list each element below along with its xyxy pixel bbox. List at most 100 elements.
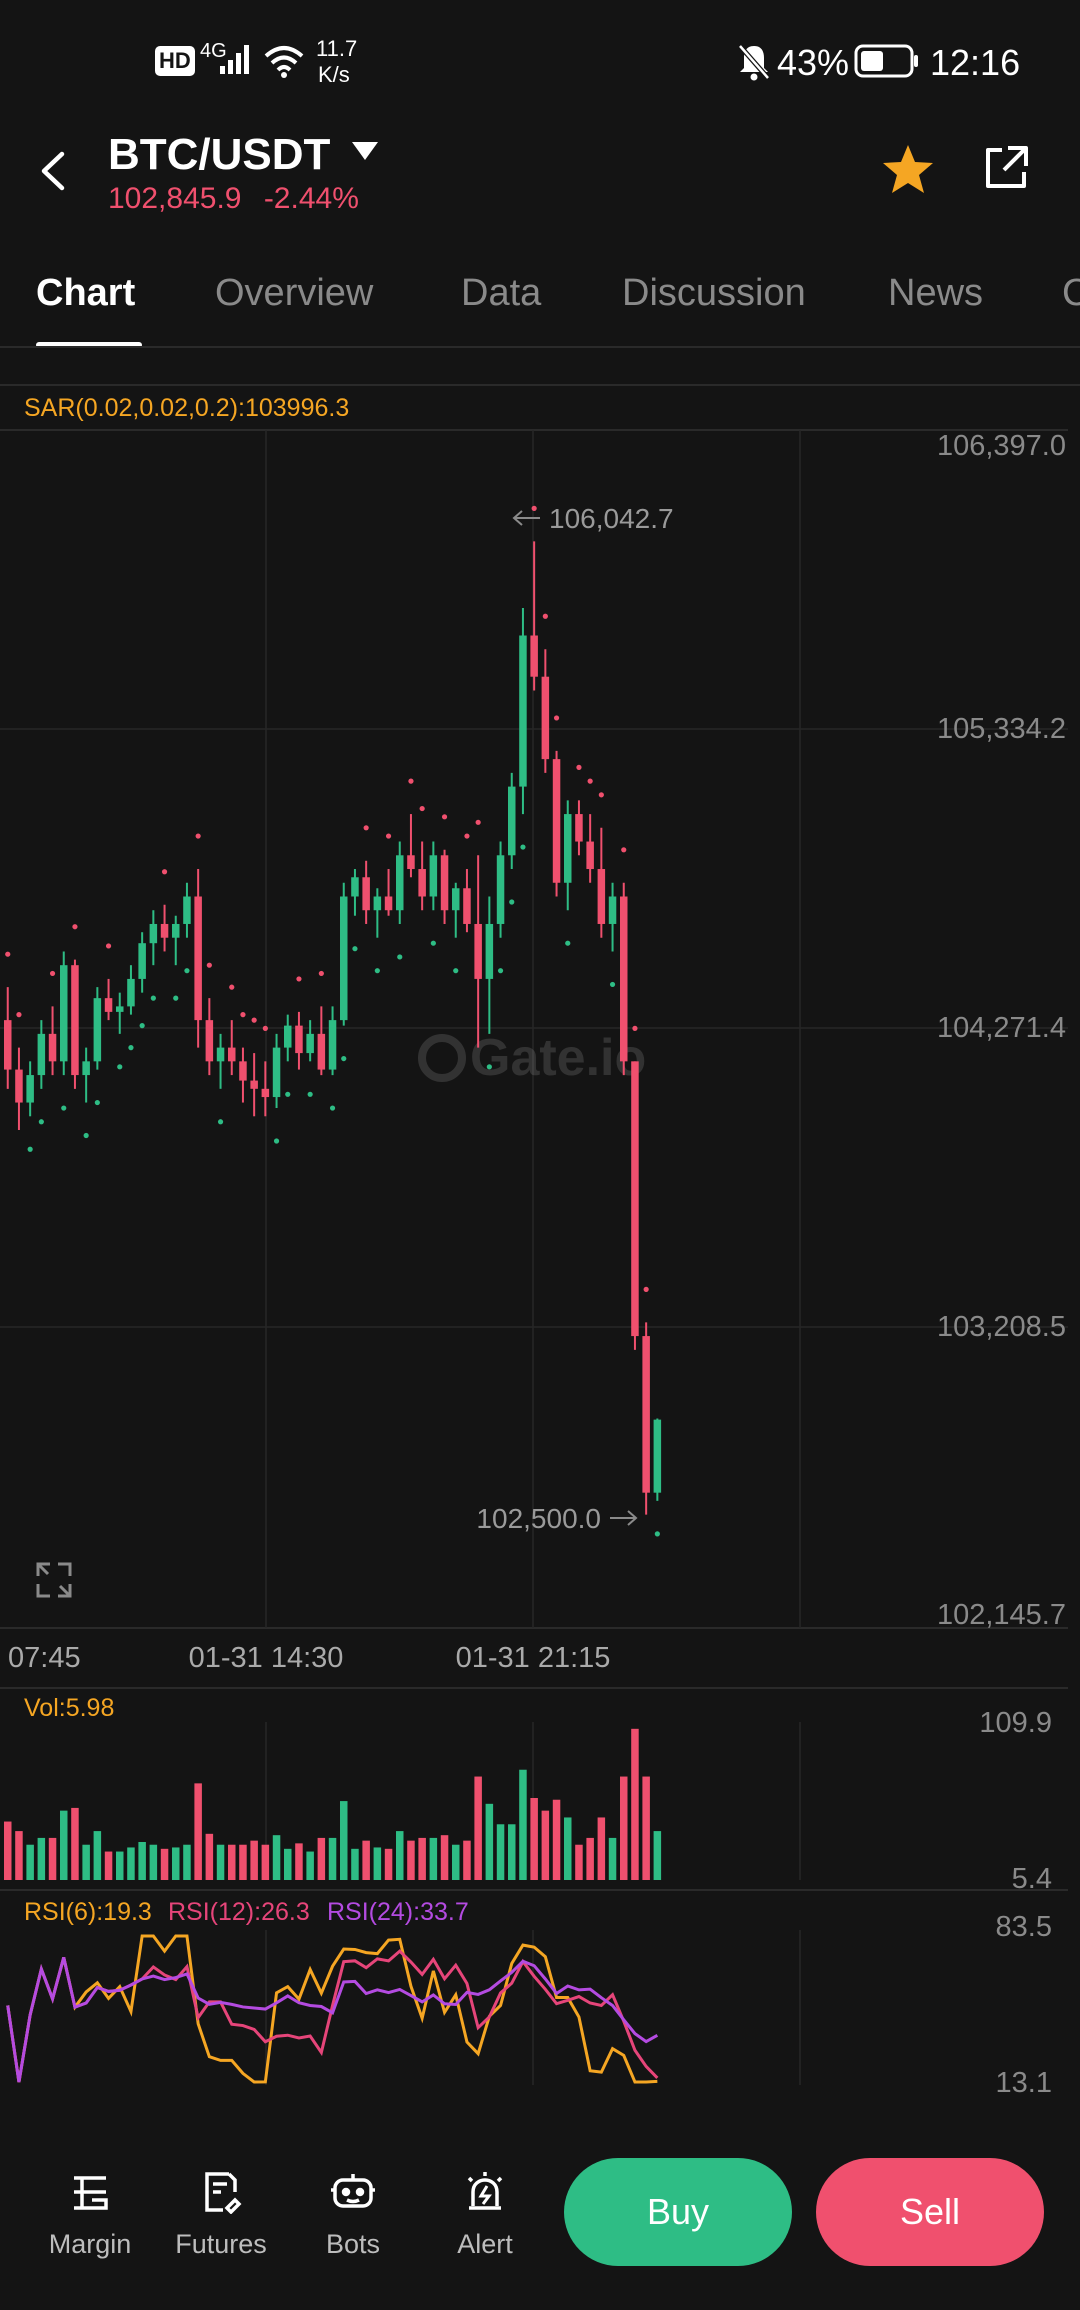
candle-body	[552, 759, 561, 883]
tab-divider	[0, 346, 1080, 348]
candle-body	[250, 1080, 258, 1089]
candle-body	[508, 786, 516, 856]
tab-news[interactable]: News	[888, 272, 984, 314]
candle-body	[597, 869, 606, 924]
nav-bots[interactable]: Bots	[298, 2170, 408, 2260]
volume-bar	[485, 1803, 494, 1880]
sar-dot	[49, 970, 56, 977]
volume-bar	[642, 1776, 650, 1880]
volume-bar	[261, 1844, 270, 1880]
svg-text:106,042.7: 106,042.7	[549, 503, 674, 534]
price-axis-label: 104,271.4	[937, 1012, 1066, 1044]
volume-bar	[295, 1843, 303, 1880]
tab-discussion[interactable]: Discussion	[622, 272, 806, 314]
tab-overview[interactable]: Overview	[215, 272, 374, 314]
price-axis-label: 105,334.2	[937, 713, 1066, 745]
back-arrow-icon[interactable]	[34, 146, 74, 196]
sar-dot	[229, 984, 235, 990]
volume-bar	[71, 1807, 79, 1880]
volume-bar	[160, 1848, 169, 1880]
nav-alert[interactable]: Alert	[430, 2170, 540, 2260]
net-speed-value: 11.7	[316, 36, 358, 61]
candle-body	[608, 896, 617, 924]
bottom-action-bar: Margin Futures Bots Alert Buy Sell	[0, 2130, 1080, 2310]
candle-body	[530, 635, 538, 677]
sar-dot	[161, 869, 168, 875]
sar-dot	[654, 1531, 660, 1537]
sar-dot	[72, 924, 78, 930]
sar-dot	[408, 778, 414, 784]
volume-bar	[620, 1776, 628, 1880]
svg-text:Gate.io: Gate.io	[470, 1029, 646, 1087]
battery-percent: 43%	[777, 42, 850, 83]
fullscreen-expand-icon[interactable]	[36, 1562, 72, 1598]
rsi24-line	[6, 1957, 659, 2083]
volume-label: Vol:5.98	[24, 1694, 114, 1722]
candle-body	[127, 978, 135, 1007]
candle-body	[104, 998, 113, 1012]
candle-body	[71, 965, 79, 1076]
candle-body	[429, 855, 438, 897]
volume-bar	[463, 1840, 471, 1880]
nav-alert-label: Alert	[457, 2229, 513, 2259]
candle-body	[205, 1020, 214, 1062]
sar-dot	[352, 946, 358, 952]
tab-more[interactable]: C	[1062, 272, 1080, 314]
rsi6-label: RSI(6):19.3	[24, 1898, 152, 1926]
volume-bar	[172, 1847, 180, 1880]
volume-bar	[586, 1837, 594, 1880]
candle-body	[160, 923, 169, 938]
sell-button[interactable]: Sell	[816, 2158, 1044, 2266]
candlestick-chart[interactable]: Gate.io 106,397.0 105,334.2 104,271.4 10…	[0, 0, 1080, 2130]
sar-dot	[419, 805, 425, 812]
tab-data[interactable]: Data	[461, 272, 542, 314]
candle-body	[93, 998, 102, 1062]
sar-dot	[374, 968, 380, 974]
nav-futures[interactable]: Futures	[166, 2170, 276, 2260]
volume-bar	[15, 1831, 23, 1880]
pair-title[interactable]: BTC/USDT	[108, 130, 331, 179]
net-speed-unit: K/s	[318, 62, 350, 87]
sar-dot	[206, 962, 212, 968]
sar-dot	[5, 951, 11, 957]
sar-dot	[94, 1099, 100, 1106]
pair-dropdown-icon[interactable]	[350, 138, 380, 164]
candle-body	[474, 923, 482, 979]
volume-bar	[239, 1844, 247, 1880]
sar-dot	[61, 1105, 67, 1111]
volume-bar	[149, 1844, 158, 1880]
tab-chart[interactable]: Chart	[36, 272, 136, 314]
sar-dot	[285, 1091, 291, 1097]
volume-bar	[205, 1833, 214, 1880]
favorite-star-icon[interactable]	[880, 142, 936, 198]
candle-body	[396, 855, 404, 911]
volume-bar	[474, 1776, 482, 1880]
volume-bar	[317, 1837, 326, 1880]
volume-bar	[608, 1837, 617, 1880]
candle-body	[452, 888, 460, 911]
sar-dot	[497, 968, 504, 974]
time-axis-label: 07:45	[8, 1642, 81, 1674]
share-icon[interactable]	[980, 142, 1032, 194]
sar-dot	[397, 954, 403, 960]
pair-header: BTC/USDT 102,845.9 -2.44%	[0, 130, 1080, 270]
nav-margin[interactable]: Margin	[35, 2170, 145, 2260]
last-price: 102,845.9	[108, 182, 242, 215]
wifi-icon	[264, 46, 304, 78]
nav-futures-label: Futures	[175, 2229, 267, 2259]
candle-body	[284, 1025, 292, 1048]
volume-bar	[138, 1842, 146, 1880]
sar-dot	[520, 844, 526, 850]
time-axis-label: 01-31 14:30	[189, 1642, 344, 1674]
nav-bots-label: Bots	[325, 2229, 381, 2259]
sar-dot	[117, 1064, 123, 1070]
sar-dot	[184, 968, 190, 974]
buy-button[interactable]: Buy	[564, 2158, 792, 2266]
svg-text:102,500.0: 102,500.0	[476, 1503, 601, 1534]
sar-dot	[464, 833, 470, 839]
candle-body	[575, 814, 583, 842]
volume-bar	[183, 1844, 191, 1880]
volume-bar	[306, 1851, 314, 1880]
sar-dot	[139, 1023, 145, 1029]
volume-bar	[631, 1728, 639, 1880]
